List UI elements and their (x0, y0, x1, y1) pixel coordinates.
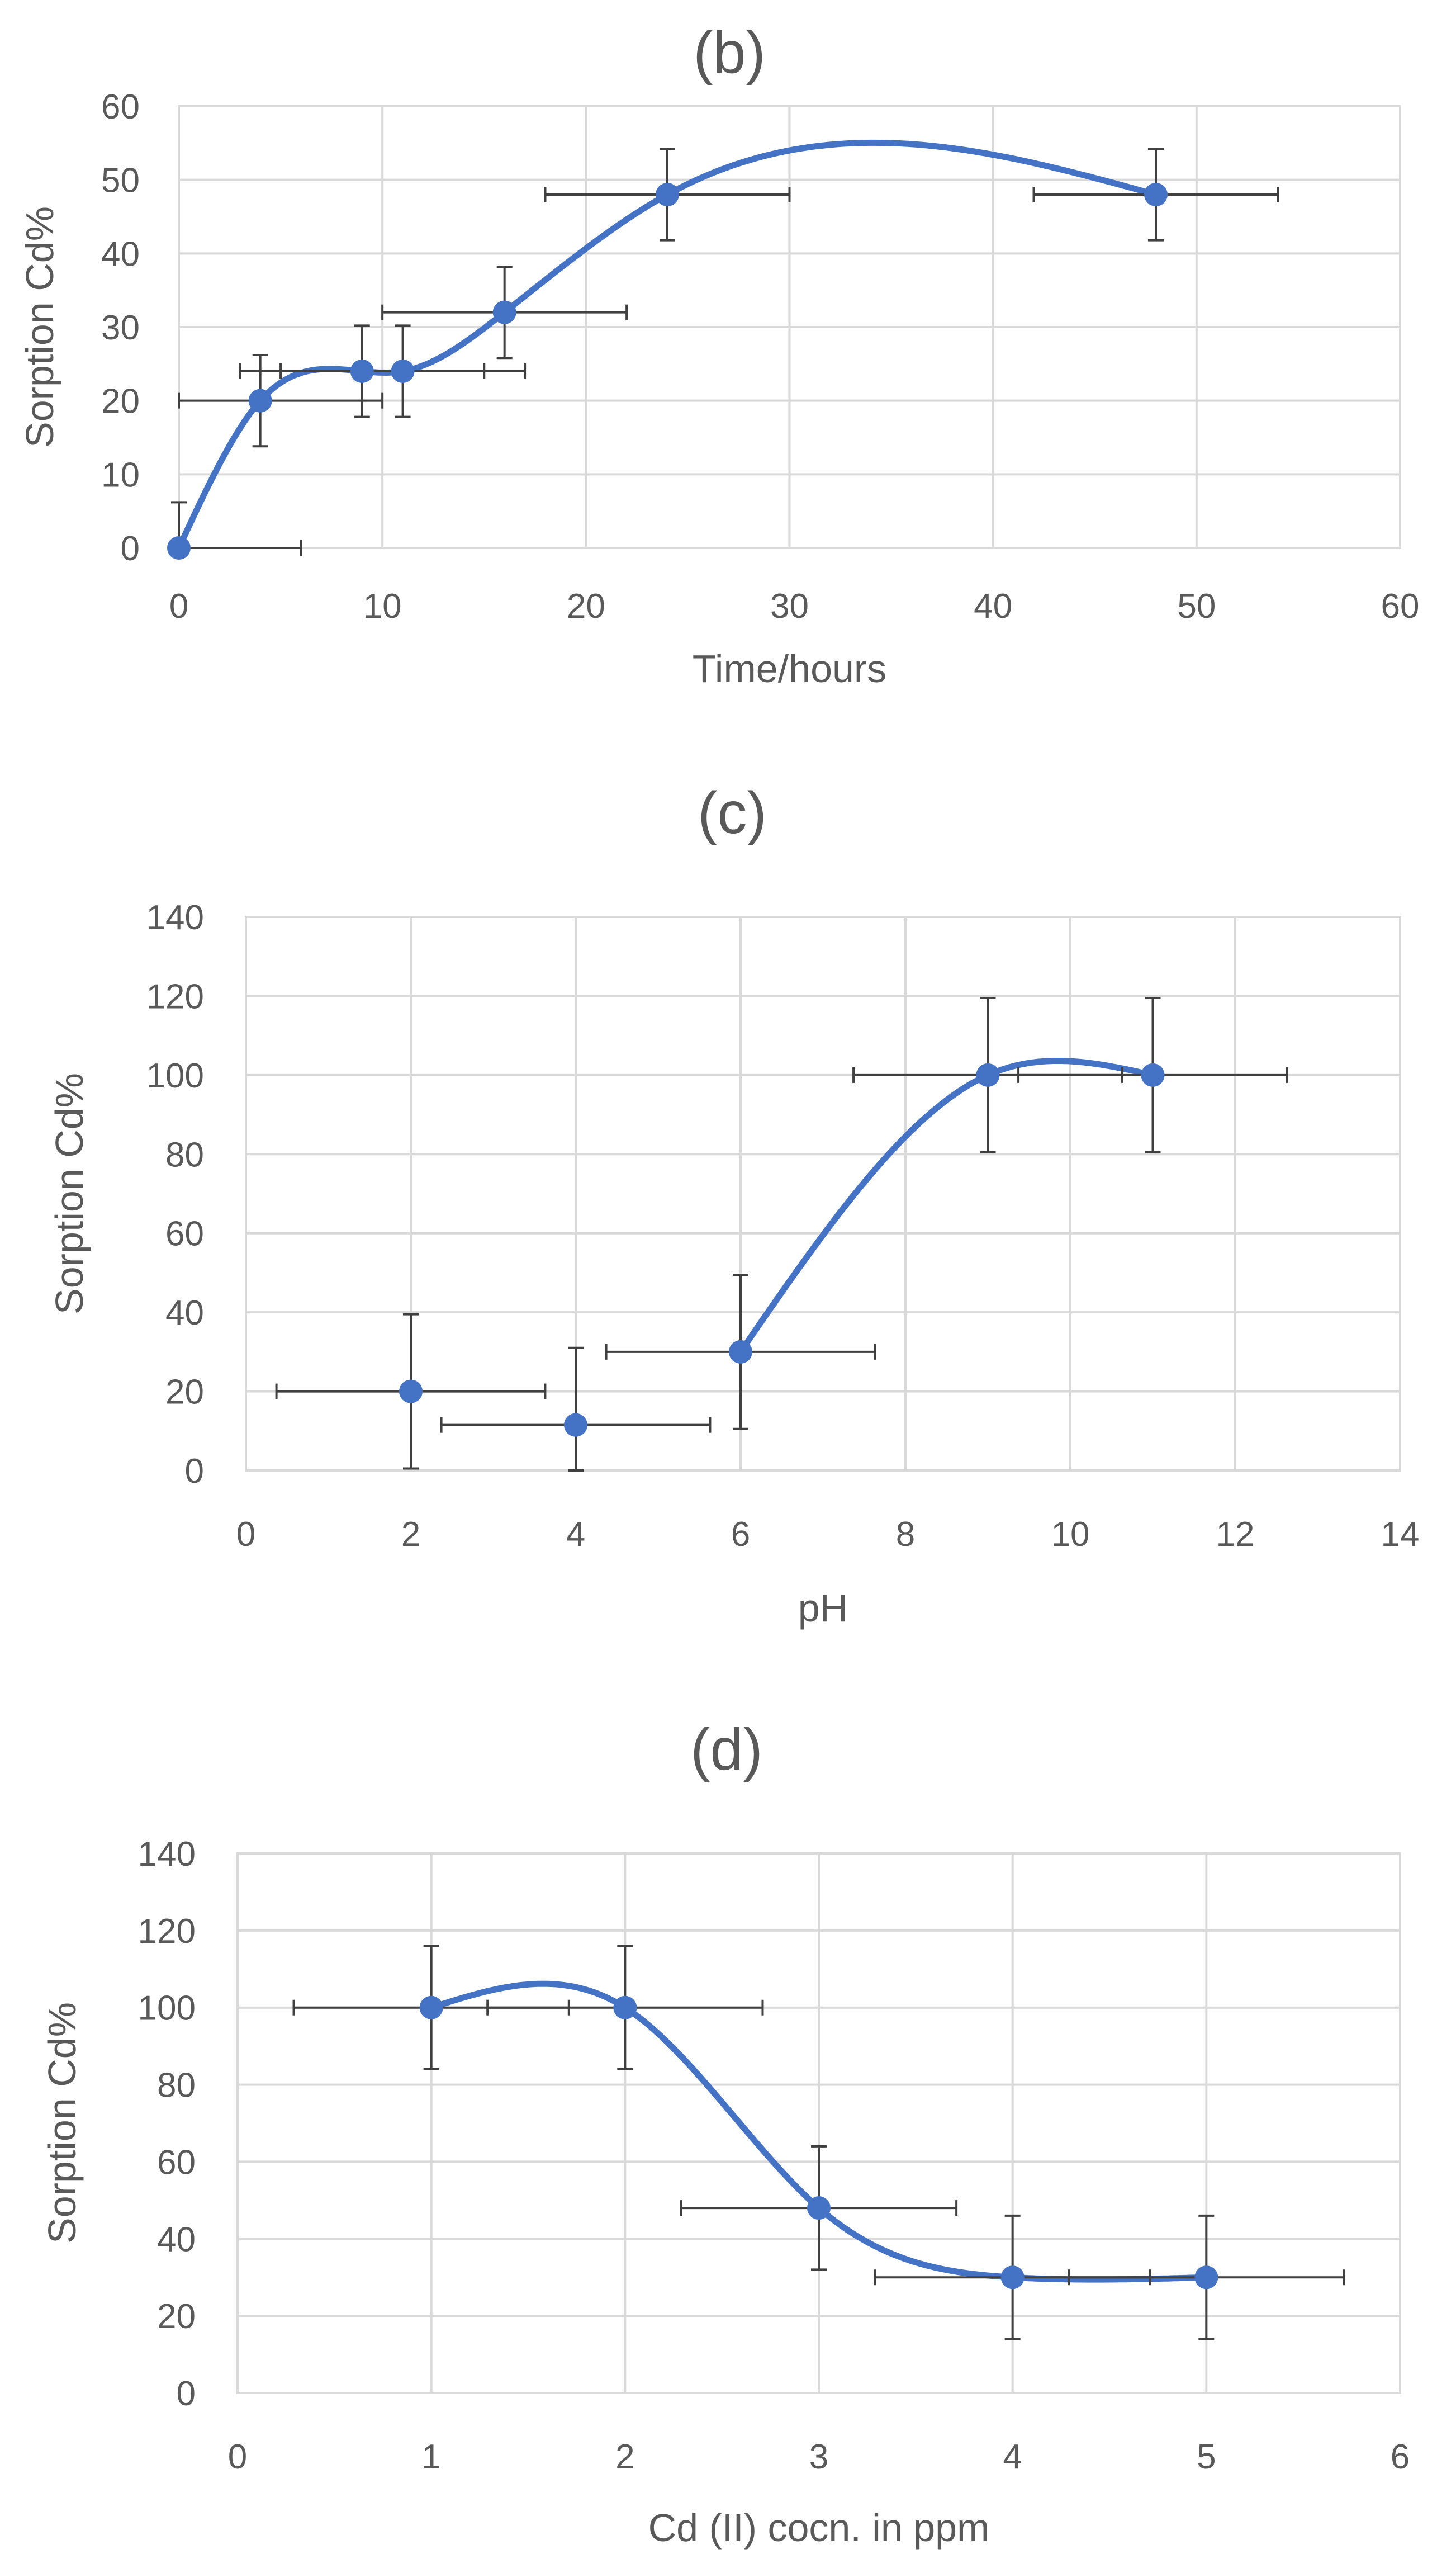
x-tick-label: 4 (1003, 2438, 1022, 2476)
x-tick-label: 0 (228, 2438, 247, 2476)
y-tick-label: 80 (157, 2066, 196, 2105)
x-tick-label: 6 (731, 1515, 750, 1554)
y-tick-label: 100 (146, 1057, 204, 1095)
y-tick-label: 0 (121, 529, 140, 568)
data-point (807, 2196, 831, 2220)
y-tick-label: 40 (157, 2220, 196, 2259)
y-tick-label: 20 (157, 2297, 196, 2336)
data-point (729, 1340, 752, 1364)
y-tick-label: 40 (101, 235, 140, 273)
y-axis-title: Sorption Cd% (40, 2002, 84, 2244)
x-tick-label: 1 (421, 2438, 440, 2476)
data-point (167, 536, 191, 560)
y-tick-label: 0 (185, 1452, 204, 1491)
x-tick-label: 10 (363, 587, 402, 626)
x-tick-label: 12 (1216, 1515, 1255, 1554)
y-tick-label: 20 (101, 382, 140, 421)
y-tick-label: 120 (138, 1912, 196, 1951)
y-tick-label: 60 (165, 1215, 204, 1254)
x-axis-title: pH (798, 1586, 848, 1630)
plot-area (245, 916, 1401, 1472)
x-tick-label: 5 (1197, 2438, 1216, 2476)
x-tick-label: 10 (1051, 1515, 1090, 1554)
data-point (419, 1995, 443, 2019)
y-tick-label: 40 (165, 1294, 204, 1332)
x-tick-label: 0 (169, 587, 188, 626)
y-tick-label: 80 (165, 1136, 204, 1174)
x-tick-label: 30 (770, 587, 809, 626)
x-tick-label: 4 (566, 1515, 585, 1554)
data-point (350, 360, 374, 383)
data-point (399, 1379, 423, 1403)
x-tick-label: 50 (1177, 587, 1216, 626)
y-tick-label: 60 (157, 2143, 196, 2182)
data-point (1141, 1063, 1165, 1087)
plot-area (236, 1852, 1401, 2394)
chart-title: (d) (690, 1716, 763, 1782)
x-tick-label: 60 (1381, 587, 1420, 626)
x-axis-title: Time/hours (693, 647, 887, 690)
series-line (737, 1058, 1156, 1355)
y-tick-label: 0 (177, 2375, 196, 2413)
x-tick-label: 40 (974, 587, 1012, 626)
data-point (1194, 2265, 1218, 2290)
data-point (613, 1995, 637, 2019)
x-tick-label: 6 (1391, 2438, 1410, 2476)
y-tick-label: 120 (146, 977, 204, 1016)
y-axis-title: Sorption Cd% (48, 1073, 91, 1314)
chart-title: (c) (698, 780, 767, 846)
chart-panel-b: 0 10 20 30 40 50 60 0 10 20 30 40 50 60 (b) Time/hours S… (18, 20, 1419, 690)
x-tick-label: 2 (615, 2438, 634, 2476)
data-point (248, 389, 272, 413)
plot-area (178, 105, 1401, 549)
chart-panel-d: 0 20 40 60 80 100 120 140 0 1 2 3 4 5 6 (d) Cd (II) cocn… (40, 1716, 1410, 2550)
data-point (564, 1413, 587, 1437)
y-tick-label: 100 (138, 1989, 196, 2028)
y-tick-label: 140 (146, 898, 204, 937)
data-point (1000, 2265, 1025, 2290)
y-tick-label: 10 (101, 456, 140, 494)
x-tick-label: 8 (896, 1515, 915, 1554)
y-axis-title: Sorption Cd% (18, 206, 61, 448)
x-axis-title: Cd (II) cocn. in ppm (648, 2506, 990, 2550)
x-tick-label: 0 (236, 1515, 255, 1554)
data-point (1144, 183, 1168, 206)
y-tick-label: 50 (101, 162, 140, 200)
data-point (656, 183, 679, 206)
chart-title: (b) (693, 20, 766, 86)
y-tick-label: 140 (138, 1835, 196, 1874)
x-tick-label: 2 (401, 1515, 420, 1554)
y-tick-label: 20 (165, 1373, 204, 1412)
data-point (976, 1063, 1000, 1087)
x-tick-label: 3 (809, 2438, 828, 2476)
data-point (391, 360, 415, 383)
data-point (492, 300, 516, 324)
chart-panel-c: 0 20 40 60 80 100 120 140 0 2 4 6 8 10 12 14 (c) pH Sorpti… (48, 780, 1419, 1630)
y-tick-label: 60 (101, 88, 140, 126)
x-tick-label: 14 (1381, 1515, 1420, 1554)
error-bar (440, 1346, 712, 1472)
x-tick-label: 20 (567, 587, 605, 626)
y-tick-label: 30 (101, 309, 140, 347)
